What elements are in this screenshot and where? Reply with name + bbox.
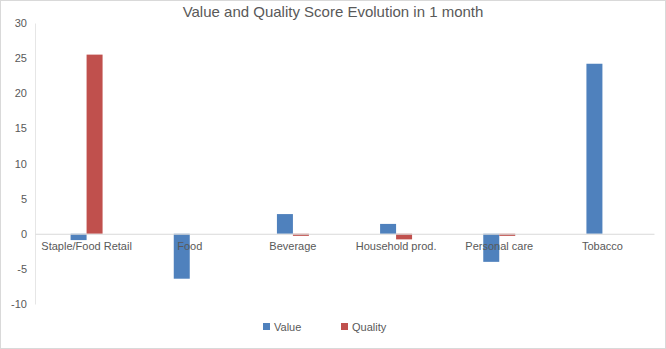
x-tick: Beverage <box>269 234 316 252</box>
series <box>87 55 516 240</box>
bar <box>277 214 293 234</box>
legend-label: Quality <box>352 321 387 333</box>
title: Value and Quality Score Evolution in 1 m… <box>183 3 484 20</box>
x-tick: Food <box>177 234 202 252</box>
bar <box>87 55 103 234</box>
bar <box>586 64 602 234</box>
y-tick: -10 <box>11 298 35 310</box>
y-tick-label: 30 <box>15 17 27 29</box>
legend-label: Value <box>274 321 301 333</box>
legend: Value Quality <box>263 321 387 333</box>
x-tick: Tobacco <box>582 234 623 252</box>
x-tick-label: Beverage <box>269 240 316 252</box>
y-tick: 5 <box>21 193 35 205</box>
y-tick-label: -5 <box>17 263 27 275</box>
y-tick: 20 <box>15 87 35 99</box>
y-axis-line <box>35 24 36 305</box>
y-tick-label: 20 <box>15 87 27 99</box>
y-tick-label: -10 <box>11 298 27 310</box>
y-tick: -5 <box>17 263 35 275</box>
legend-swatch <box>263 323 270 330</box>
y-tick: 25 <box>15 52 35 64</box>
bar <box>380 224 396 234</box>
plot: -10 -5 0 5 10 15 20 25 30 Staple/Food Retail Food B… <box>11 17 654 310</box>
x-axis: Staple/Food Retail Food Beverage Household … <box>36 234 655 252</box>
y-tick-label: 15 <box>15 122 27 134</box>
x-tick: Personal care <box>465 234 533 252</box>
y-tick-label: 10 <box>15 158 27 170</box>
x-tick: Staple/Food Retail <box>41 234 132 252</box>
y-tick: 30 <box>15 17 35 29</box>
x-tick-label: Household prod. <box>356 240 437 252</box>
x-tick-label: Staple/Food Retail <box>41 240 132 252</box>
y-tick-label: 5 <box>21 193 27 205</box>
x-tick: Household prod. <box>356 234 437 252</box>
series <box>71 64 603 279</box>
y-tick-label: 25 <box>15 52 27 64</box>
legend-item: Value <box>263 321 301 333</box>
legend-swatch <box>341 323 348 330</box>
y-tick: 15 <box>15 122 35 134</box>
bars <box>71 55 603 279</box>
y-tick: 0 <box>21 228 35 240</box>
y-tick: 10 <box>15 158 35 170</box>
x-tick-label: Food <box>177 240 202 252</box>
chart-background <box>1 1 666 349</box>
x-tick-label: Tobacco <box>582 240 623 252</box>
chart: Value and Quality Score Evolution in 1 m… <box>0 0 666 349</box>
x-tick-label: Personal care <box>465 240 533 252</box>
x-axis-line <box>36 234 655 235</box>
legend-item: Quality <box>341 321 387 333</box>
y-tick-label: 0 <box>21 228 27 240</box>
y-axis: -10 -5 0 5 10 15 20 25 30 <box>11 17 35 310</box>
